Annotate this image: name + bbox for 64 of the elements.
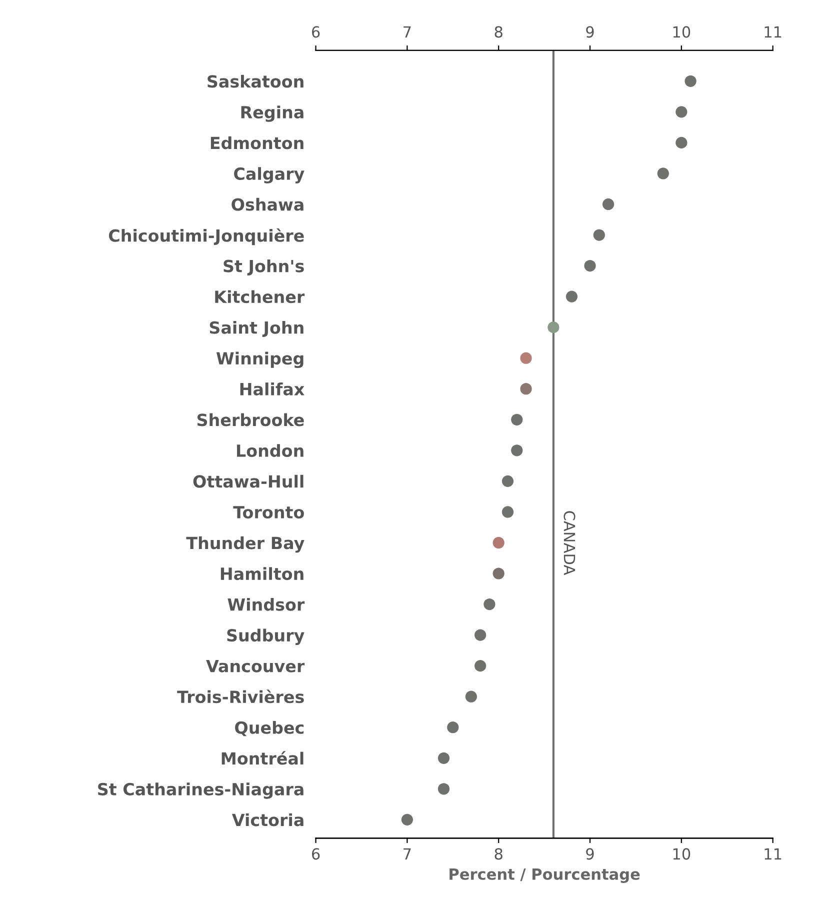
x2-tick-label: 10 [673,26,690,38]
point [474,660,486,672]
y-tick-label: Toronto [233,506,304,519]
y-tick-label: Thunder Bay [186,536,304,553]
y-tick-label: Montréal [222,751,304,765]
point [520,352,532,364]
y-tick-label: Sherbrooke [197,413,304,426]
x-tick-label: 6 [312,848,320,860]
point [676,106,688,118]
point [684,75,696,87]
y-tick-label: Vancouver [206,660,305,672]
y-tick-label: Saskatoon [208,74,304,88]
point [474,629,486,641]
x-tick-label: 10 [673,848,690,860]
x2-tick-label: 8 [494,26,502,38]
y-tick-label: Victoria [232,813,304,826]
point [502,506,514,518]
point [548,322,560,334]
y-tick-label: Trois-Rivières [177,690,304,704]
y-tick-label: Hamilton [220,567,304,580]
x2-tick-label: 6 [312,26,320,38]
point [492,568,504,580]
x-tick-label: 7 [404,848,411,860]
y-tick-label: St John's [224,259,304,276]
point [438,752,450,764]
y-tick-label: Halifax [240,382,304,396]
point [438,783,450,795]
point [465,690,477,702]
x2-tick-label: 9 [586,26,594,38]
x-tick-label: 9 [586,848,594,860]
y-tick-label: Windsor [228,598,305,611]
point [602,198,614,210]
y-tick-label: Regina [241,106,304,122]
ref-line-label: CANADA [564,511,576,576]
y-tick-label: Kitchener [215,290,305,304]
point [447,722,459,734]
point [657,168,669,180]
y-tick-label: Winnipeg [216,352,304,368]
y-tick-label: Sudbury [227,628,304,645]
y-tick-label: Ottawa-Hull [193,474,304,488]
x2-tick-label: 11 [764,26,782,38]
point [401,814,413,826]
point [584,260,596,272]
point [566,290,578,302]
y-tick-label: Chicoutimi-Jonquière [108,228,304,246]
point [511,444,523,456]
point [511,414,523,426]
y-tick-label: Quebec [235,721,304,736]
x-tick-label: 11 [764,848,782,860]
y-tick-label: Oshawa [232,198,304,211]
point [492,536,504,549]
point [484,598,496,610]
y-tick-label: London [237,444,304,457]
point [502,475,514,487]
point [593,229,605,241]
y-tick-label: Edmonton [210,136,304,150]
x2-tick-label: 7 [404,26,411,38]
x-axis-title: Percent / Pourcentage [450,868,640,883]
y-tick-label: St Catharines-Niagara [98,782,304,799]
point [520,383,532,395]
y-tick-label: Saint John [210,320,304,337]
x-tick-label: 8 [494,848,502,860]
point [676,136,688,149]
y-tick-label: Calgary [234,167,304,184]
